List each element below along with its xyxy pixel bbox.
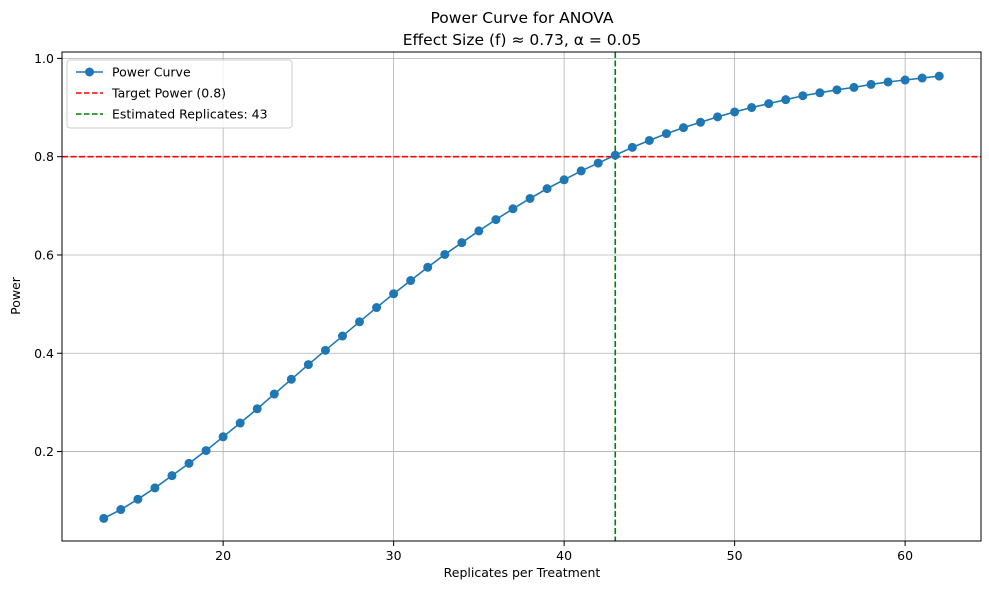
- power-curve-point: [593, 158, 603, 168]
- series-layer: [99, 71, 944, 523]
- chart-subtitle: Effect Size (f) ≈ 0.73, α = 0.05: [403, 31, 642, 49]
- x-tick-label: 50: [727, 548, 743, 563]
- legend: Power Curve Target Power (0.8) Estimated…: [66, 59, 293, 129]
- power-curve-point: [661, 129, 671, 139]
- x-tick-label: 30: [386, 548, 402, 563]
- power-curve-point: [678, 123, 688, 133]
- power-curve-point: [542, 184, 552, 194]
- power-curve-point: [320, 345, 330, 355]
- legend-label-target-power: Target Power (0.8): [111, 86, 226, 101]
- power-curve-point: [525, 193, 535, 203]
- power-curve-point: [252, 404, 262, 414]
- y-tick-label: 0.6: [34, 247, 54, 262]
- power-curve-line: [103, 75, 940, 520]
- power-curve-point: [337, 331, 347, 341]
- y-tick-label: 0.2: [34, 444, 54, 459]
- power-curve-point: [99, 513, 109, 523]
- power-curve-point: [627, 142, 637, 152]
- power-curve-point: [764, 99, 774, 109]
- power-curve-point: [201, 446, 211, 456]
- legend-label-power-curve: Power Curve: [112, 65, 191, 80]
- legend-label-estimated-replicates: Estimated Replicates: 43: [112, 107, 268, 122]
- power-curve-point: [133, 494, 143, 504]
- power-curve-point: [372, 303, 382, 313]
- power-curve-point: [474, 226, 484, 236]
- power-curve-point: [218, 432, 228, 442]
- x-tick-label: 40: [556, 548, 572, 563]
- power-curve-point: [116, 505, 126, 515]
- y-axis-ticks: 0.2 0.4 0.6 0.8 1.0: [34, 51, 62, 459]
- power-curve-point: [900, 75, 910, 85]
- power-curve-point: [491, 215, 501, 225]
- power-curve-point: [849, 82, 859, 92]
- chart-title: Power Curve for ANOVA: [430, 9, 613, 27]
- power-curve-point: [440, 249, 450, 259]
- power-curve-point: [355, 317, 365, 327]
- power-curve-point: [610, 150, 620, 160]
- power-curve-point: [696, 117, 706, 127]
- power-curve-point: [286, 374, 296, 384]
- reference-lines: [62, 52, 981, 541]
- legend-box: [66, 59, 293, 129]
- power-curve-point: [150, 483, 160, 493]
- power-curve-point: [184, 458, 194, 468]
- power-curve-point: [559, 175, 569, 185]
- power-curve-point: [389, 289, 399, 299]
- power-curve-point: [269, 389, 279, 399]
- power-curve-point: [866, 79, 876, 89]
- x-axis-label: Replicates per Treatment: [444, 565, 601, 580]
- power-curve-point: [815, 88, 825, 98]
- power-curve-point: [883, 77, 893, 87]
- power-curve-point: [423, 262, 433, 272]
- power-curve-point: [832, 85, 842, 95]
- power-curve-point: [730, 107, 740, 117]
- power-curve-point: [235, 418, 245, 428]
- power-curve-point: [747, 103, 757, 113]
- power-curve-point: [303, 360, 313, 370]
- power-curve-point: [917, 73, 927, 83]
- y-tick-label: 0.8: [34, 149, 54, 164]
- legend-marker-power-curve: [85, 67, 94, 77]
- power-curve-point: [508, 204, 518, 214]
- power-curve-point: [167, 471, 177, 481]
- power-curve-point: [781, 95, 791, 105]
- y-tick-label: 1.0: [34, 51, 54, 66]
- power-curve-point: [576, 166, 586, 176]
- power-curve-point: [406, 276, 416, 286]
- y-tick-label: 0.4: [34, 346, 54, 361]
- power-curve-point: [934, 71, 944, 81]
- x-tick-label: 20: [215, 548, 231, 563]
- power-curve-point: [798, 91, 808, 101]
- power-curve-point: [644, 135, 654, 145]
- power-curve-point: [713, 112, 723, 122]
- y-axis-label: Power: [8, 276, 23, 315]
- x-tick-label: 60: [897, 548, 913, 563]
- x-axis-ticks: 20 30 40 50 60: [215, 541, 913, 563]
- power-curve-point: [457, 238, 467, 248]
- plot-area-frame: [61, 51, 982, 542]
